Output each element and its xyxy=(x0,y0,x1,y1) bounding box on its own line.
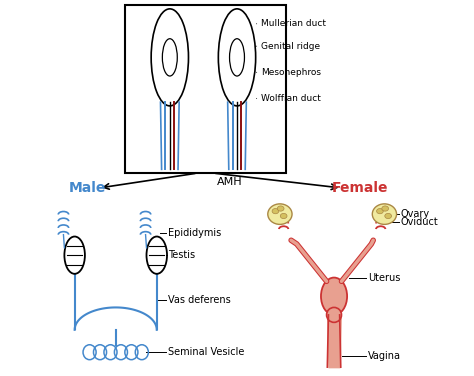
Ellipse shape xyxy=(327,308,341,322)
Text: Vas deferens: Vas deferens xyxy=(168,295,231,305)
Text: Mullerian duct: Mullerian duct xyxy=(261,19,326,28)
Text: Seminal Vesicle: Seminal Vesicle xyxy=(168,347,244,357)
Text: Epididymis: Epididymis xyxy=(168,228,221,238)
Ellipse shape xyxy=(372,204,397,224)
Text: Male: Male xyxy=(69,181,106,195)
Text: Uterus: Uterus xyxy=(368,273,400,283)
Text: Ovary: Ovary xyxy=(401,209,429,219)
Ellipse shape xyxy=(376,209,383,214)
Text: AMH: AMH xyxy=(217,177,242,187)
Ellipse shape xyxy=(385,213,392,218)
Ellipse shape xyxy=(321,277,347,315)
Ellipse shape xyxy=(268,204,292,224)
Text: Wolffian duct: Wolffian duct xyxy=(261,94,321,103)
Text: Mesonephros: Mesonephros xyxy=(261,68,321,77)
Text: Oviduct: Oviduct xyxy=(401,217,438,227)
Text: Testis: Testis xyxy=(168,250,195,260)
Ellipse shape xyxy=(382,206,389,211)
Text: Vagina: Vagina xyxy=(368,351,401,361)
Ellipse shape xyxy=(272,209,279,214)
Ellipse shape xyxy=(277,206,284,211)
Bar xyxy=(125,5,285,173)
Text: Genital ridge: Genital ridge xyxy=(261,42,320,51)
Text: Female: Female xyxy=(332,181,388,195)
Ellipse shape xyxy=(280,213,287,218)
